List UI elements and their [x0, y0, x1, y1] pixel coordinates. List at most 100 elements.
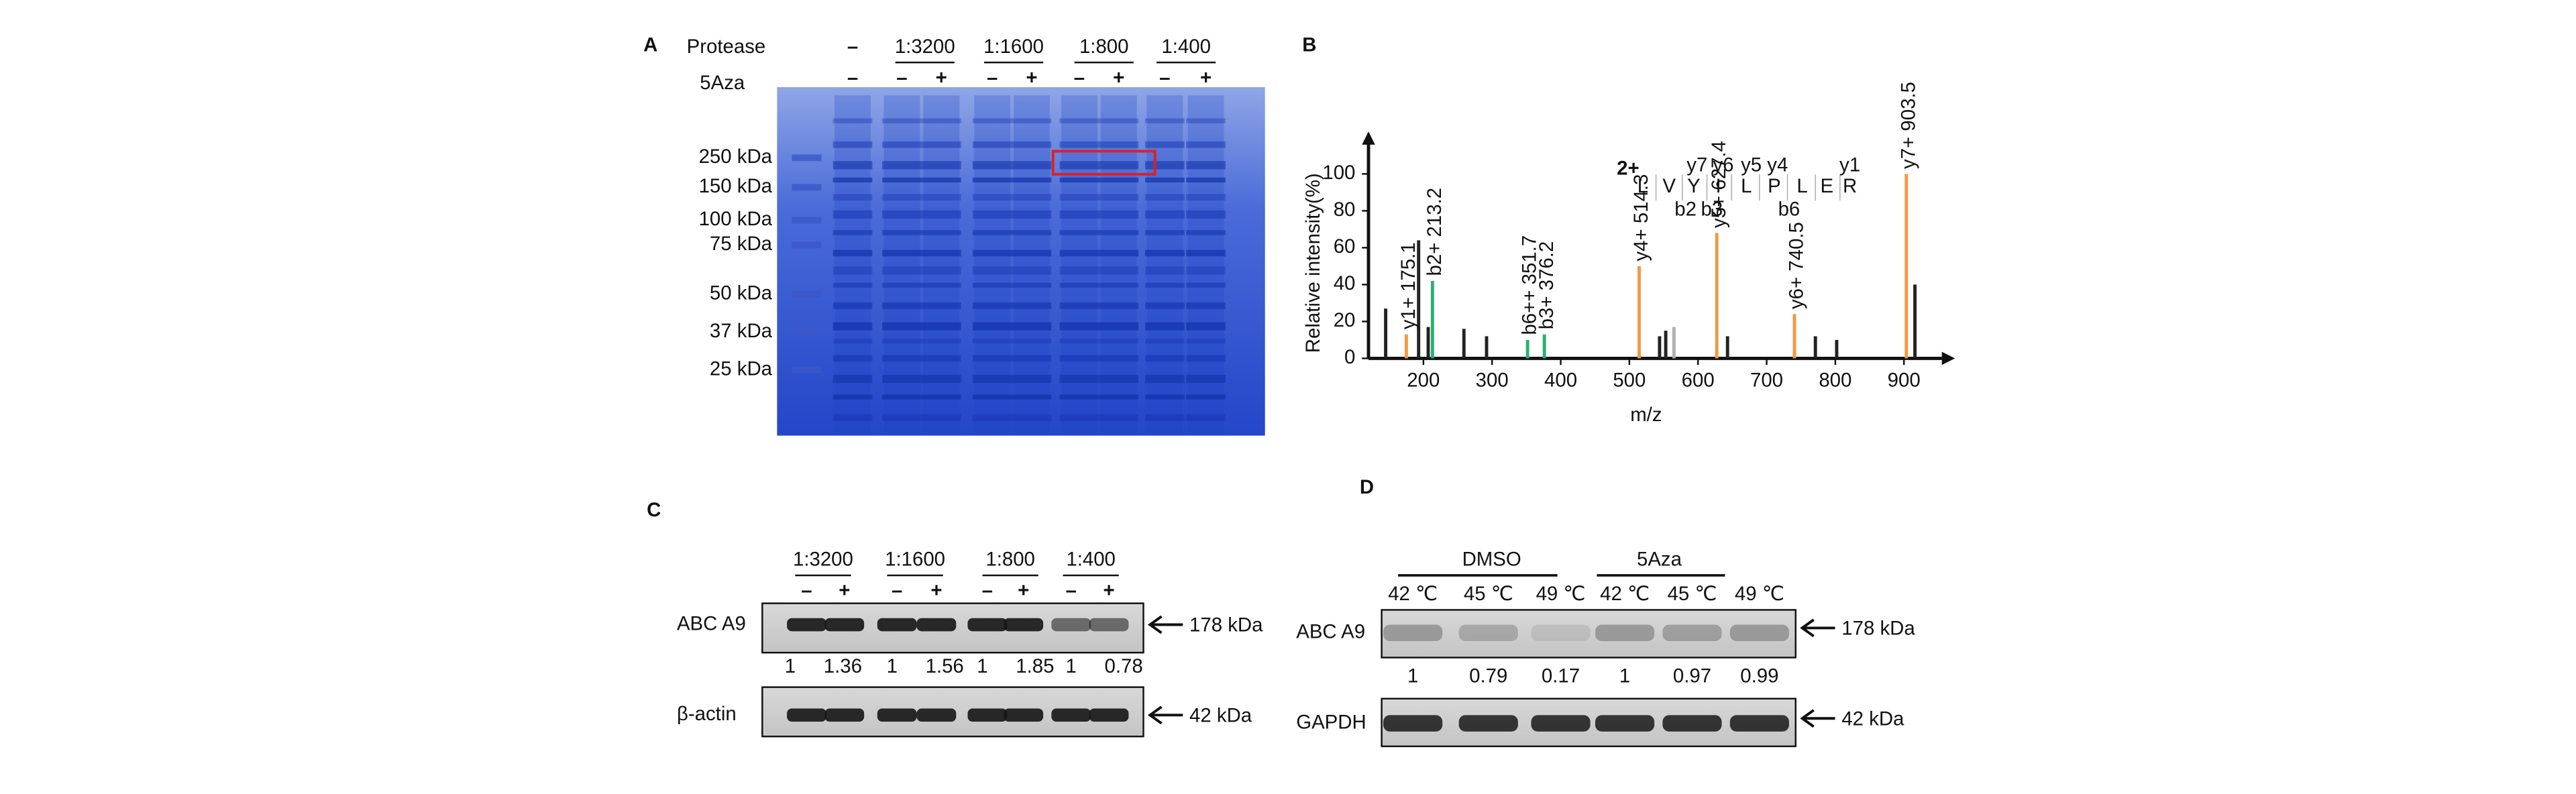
gel-band [1144, 266, 1185, 275]
peak-label: b6++ 351.7 [1519, 235, 1541, 335]
marker-label: 150 kDa [699, 175, 773, 197]
row-label: GAPDH [1296, 711, 1366, 733]
gel-band [1059, 230, 1099, 235]
gel-band [1144, 282, 1185, 288]
gel-band [972, 266, 1012, 275]
gel-band [972, 249, 1012, 257]
blot-band [967, 618, 1008, 632]
gel-band [1186, 177, 1226, 183]
blot-band [1531, 624, 1591, 642]
y-axis-arrow [1362, 131, 1375, 145]
gel-band [1144, 302, 1185, 309]
blot-band [1383, 624, 1443, 642]
group-label: DMSO [1462, 549, 1521, 571]
gel-band [1099, 177, 1139, 183]
gel-band [921, 302, 961, 309]
blot-band [877, 618, 917, 632]
y-tick-label: 20 [1334, 309, 1356, 331]
gel-band [972, 282, 1012, 288]
gel-band [1186, 161, 1226, 170]
gel-band [1186, 266, 1226, 275]
treatment-sign: + [1026, 66, 1037, 89]
ion-label: y4 [1767, 154, 1788, 176]
gel-band [1099, 118, 1139, 123]
gel-band [1186, 355, 1226, 362]
x-tick-label: 400 [1544, 369, 1577, 391]
marker-label: 25 kDa [710, 357, 773, 380]
blot-band [1004, 618, 1044, 632]
blot-band [1051, 708, 1091, 722]
temperature-label: 45 ℃ [1464, 583, 1513, 605]
treatment-sign: + [936, 66, 947, 89]
control-sign: – [847, 36, 858, 58]
ion-label: y5 [1741, 154, 1762, 176]
gel-band [882, 394, 922, 400]
blot-band [1595, 624, 1655, 642]
gel-band [1059, 161, 1099, 170]
blot-band [916, 708, 957, 722]
x-tick-label: 300 [1476, 369, 1509, 391]
charge-label: 2+ [1617, 157, 1639, 179]
gel-band [882, 177, 922, 183]
gel-band [833, 141, 873, 148]
blot-band [824, 618, 865, 632]
temperature-label: 49 ℃ [1536, 583, 1586, 605]
x-tick-label: 500 [1613, 369, 1646, 391]
gel-band [972, 118, 1012, 123]
gel-band [1099, 266, 1139, 275]
panel-letter: A [643, 34, 657, 56]
gel-band [882, 118, 922, 123]
gel-band [1099, 338, 1139, 344]
treatment-sign: – [892, 579, 902, 602]
marker-label: 37 kDa [710, 320, 773, 342]
gel-band [1059, 414, 1099, 421]
gel-band [1012, 118, 1052, 123]
gel-band [972, 230, 1012, 235]
marker-band [792, 290, 822, 298]
ratio-label: 1:400 [1161, 36, 1211, 58]
residue: Y [1687, 175, 1701, 197]
gel-band [833, 161, 873, 170]
gel-band [1012, 338, 1052, 344]
gel-band [882, 302, 922, 309]
temperature-label: 42 ℃ [1388, 583, 1438, 605]
arrow-head [1147, 615, 1163, 634]
gel-band [921, 394, 961, 400]
residue: R [1843, 175, 1857, 197]
blot-band [1729, 715, 1789, 732]
treatment-sign: – [801, 579, 812, 602]
gel-band [1144, 194, 1185, 201]
treatment-sign: + [1200, 66, 1212, 89]
quant-value: 1 [1066, 655, 1077, 677]
quant-value: 0.97 [1673, 665, 1711, 687]
gel-band [1099, 210, 1139, 219]
gel-band [1186, 118, 1226, 123]
blot-band [1531, 715, 1591, 732]
gel-band [1186, 230, 1226, 235]
treatment-sign: + [1113, 66, 1124, 89]
ion-label: y7 [1686, 154, 1707, 176]
gel-band [833, 230, 873, 235]
marker-label: 75 kDa [710, 233, 773, 255]
gel-band [1144, 249, 1185, 257]
marker-band [792, 329, 822, 336]
group-label: 5Aza [1637, 549, 1682, 571]
gel-band [921, 414, 961, 421]
blot-band [787, 708, 826, 722]
treatment-sign: + [839, 579, 850, 602]
gel-band [921, 282, 961, 288]
gel-band [1059, 322, 1099, 331]
gel-band [1012, 210, 1052, 219]
x-tick-label: 600 [1682, 369, 1715, 391]
treatment-sign: + [1103, 579, 1114, 602]
gel-band [1186, 282, 1226, 288]
residue: E [1820, 175, 1833, 197]
gel-band [1186, 338, 1226, 344]
quant-value: 1 [1407, 665, 1418, 687]
gel-band [882, 141, 922, 148]
size-label: 178 kDa [1189, 614, 1263, 636]
gel-band [1059, 302, 1099, 309]
gel-band [1059, 282, 1099, 288]
y-tick-label: 80 [1334, 198, 1356, 221]
blot-band [1662, 715, 1722, 732]
